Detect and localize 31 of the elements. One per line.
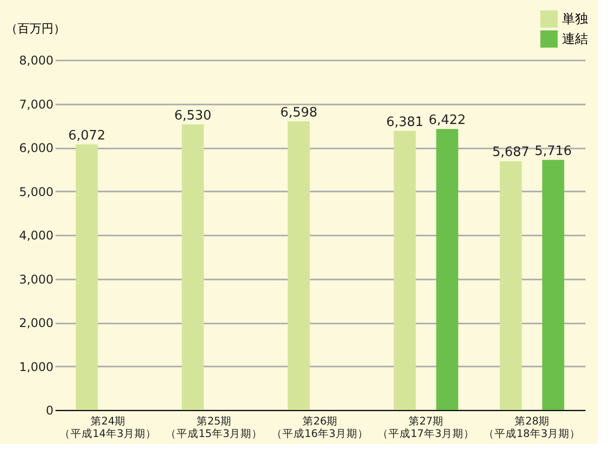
bar — [182, 124, 204, 410]
bar — [394, 130, 416, 410]
data-label: 6,381 — [386, 114, 424, 130]
x-tick-label: 第24期（平成14年3月期） — [59, 416, 157, 440]
data-label: 6,530 — [174, 108, 212, 124]
data-label: 6,072 — [68, 128, 106, 144]
x-tick-label: 第26期（平成16年3月期） — [271, 416, 369, 440]
x-tick-label: 第27期（平成17年3月期） — [377, 416, 475, 440]
y-tick-label: 1,000 — [19, 360, 54, 374]
y-tick-label: 6,000 — [19, 141, 54, 155]
data-label: 5,716 — [534, 144, 572, 159]
y-tick-label: 2,000 — [19, 316, 54, 330]
legend-label: 単独 — [562, 12, 588, 27]
legend-label: 連結 — [562, 32, 588, 47]
bar — [436, 129, 458, 410]
y-tick-label: 4,000 — [19, 228, 54, 242]
bar — [500, 161, 522, 410]
bar — [288, 121, 310, 410]
bar — [76, 144, 98, 410]
y-tick-label: 0 — [46, 404, 54, 418]
data-label: 6,422 — [428, 113, 466, 128]
x-tick-label: 第25期（平成15年3月期） — [165, 416, 263, 440]
y-tick-label: 7,000 — [19, 97, 54, 112]
bar — [542, 160, 564, 410]
y-tick-label: 5,000 — [19, 184, 54, 199]
data-label: 6,598 — [280, 105, 318, 120]
data-label: 5,687 — [492, 145, 530, 160]
x-tick-label: 第28期（平成18年3月期） — [483, 416, 581, 440]
y-axis-title: （百万円） — [6, 22, 66, 36]
y-tick-label: 8,000 — [19, 54, 54, 68]
y-tick-label: 3,000 — [19, 272, 54, 286]
